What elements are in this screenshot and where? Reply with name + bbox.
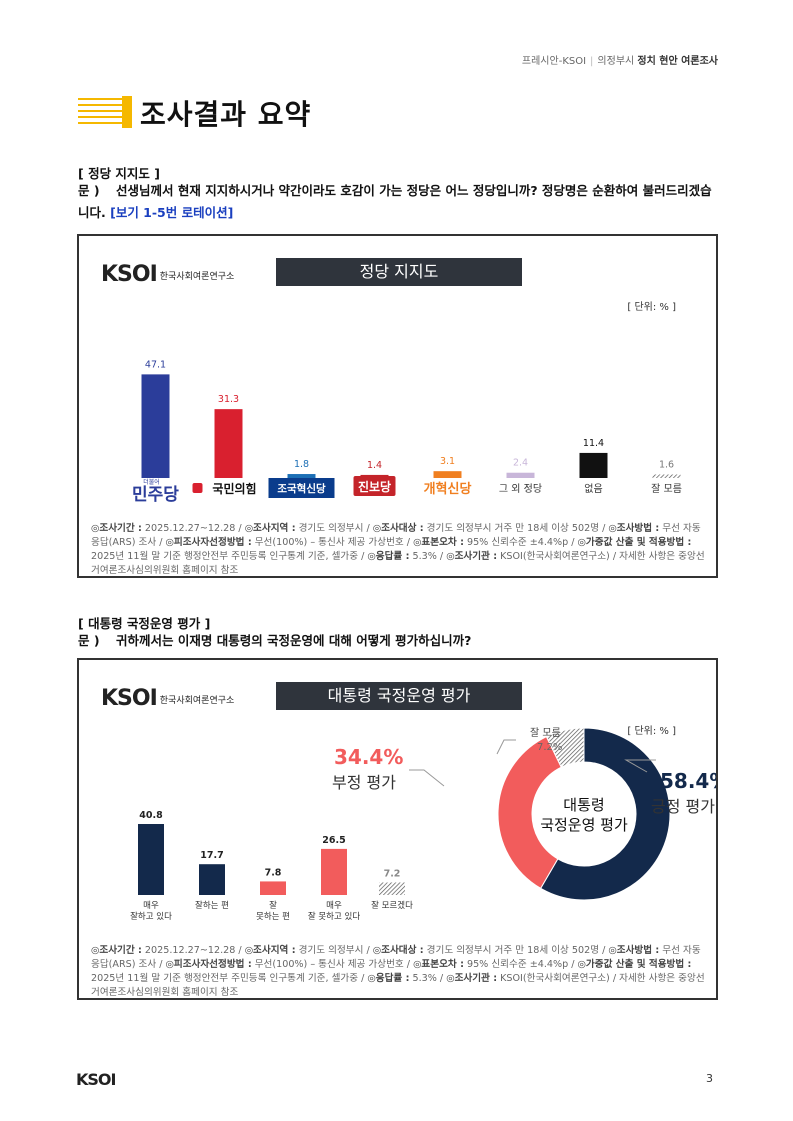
party-bar: [141, 374, 170, 478]
donut-center-label: 대통령: [563, 796, 604, 814]
approval-category-label: 잘: [269, 900, 277, 911]
q1-question: 문 ) 선생님께서 현재 지지하시거나 약간이라도 호감이 가는 정당은 어느 정…: [78, 180, 718, 224]
negative-pct: 34.4%: [334, 745, 403, 769]
presidential-approval-panel: KSOI 한국사회여론연구소 대통령 국정운영 평가 [ 단위: % ] 40.8…: [77, 658, 718, 1000]
party-value-label: 3.1: [440, 456, 455, 467]
party-bar: [214, 409, 243, 478]
approval-bar: [379, 882, 405, 895]
approval-bar: [260, 881, 286, 895]
page-number: 3: [706, 1072, 713, 1085]
party-bar: [506, 472, 535, 478]
q1-text: 선생님께서 현재 지지하시거나 약간이라도 호감이 가는 정당은 어느 정당입니…: [78, 183, 712, 220]
chart1-unit: [ 단위: % ]: [627, 302, 676, 313]
party-bar: [652, 474, 681, 478]
party-bar: [287, 474, 316, 478]
approval-bar: [321, 848, 347, 895]
dk-leader-line: [496, 739, 516, 755]
approval-value-label: 26.5: [322, 835, 345, 846]
q2-heading: [ 대통령 국정운영 평가 ]: [78, 616, 211, 631]
party-bar: [579, 452, 608, 478]
party-label: 잘 모름: [651, 483, 682, 495]
header-title: 정치 현안 여론조사: [637, 56, 718, 67]
approval-category-label: 잘 못하고 있다: [308, 911, 361, 922]
positive-leader-line: [624, 759, 656, 773]
party-value-label: 31.3: [218, 394, 239, 405]
party-label: 조국혁신당: [277, 482, 326, 495]
approval-category-label: 잘하는 편: [195, 900, 229, 911]
party-label: 없음: [584, 482, 602, 495]
page-header: 프레시안-KSOI | 의정부시 정치 현안 여론조사: [521, 56, 718, 67]
chart2-title: 대통령 국정운영 평가: [276, 682, 522, 710]
party-value-label: 2.4: [513, 458, 528, 469]
chart2-unit: [ 단위: % ]: [627, 726, 676, 737]
party-label: 국민의힘: [212, 481, 256, 496]
party-support-panel: KSOI 한국사회여론연구소 정당 지지도 [ 단위: % ] 47.1 31.3 1…: [77, 234, 718, 578]
party-bar: [433, 471, 462, 478]
ksoi-logo: KSOI 한국사회여론연구소: [101, 686, 235, 711]
approval-category-label: 잘하고 있다: [130, 911, 172, 922]
q1-note: [보기 1-5번 로테이션]: [110, 205, 234, 220]
positive-label: 긍정 평가: [651, 797, 715, 816]
approval-bar: [199, 864, 225, 895]
progressive-badge: [353, 476, 396, 496]
dk-pct: 7.2%: [537, 742, 562, 753]
party-label: 진보당: [358, 479, 391, 494]
party-value-label: 11.4: [583, 438, 604, 449]
party-label: 민주당: [132, 485, 179, 504]
party-value-label: 47.1: [145, 359, 166, 370]
approval-value-label: 7.8: [265, 867, 282, 878]
header-publisher: 프레시안-KSOI: [521, 56, 587, 67]
approval-category-label: 매우: [326, 901, 342, 911]
donut-center-label: 국정운영 평가: [540, 816, 628, 834]
footer-logo: KSOI: [76, 1070, 116, 1089]
negative-leader-line: [409, 769, 445, 787]
chart1-title: 정당 지지도: [276, 258, 522, 286]
chart1-survey-note: ◎조사기간 : 2025.12.27~12.28 / ◎조사지역 : 경기도 의…: [91, 523, 705, 576]
ksoi-org: 한국사회여론연구소: [159, 271, 235, 282]
approval-value-label: 17.7: [200, 850, 223, 861]
q2-label: 문 ): [78, 633, 100, 648]
ppp-logo-icon: [192, 483, 203, 493]
approval-bar: [138, 824, 164, 895]
party-value-label: 1.4: [367, 460, 382, 471]
ksoi-org: 한국사회여론연구소: [159, 695, 235, 706]
section-title: 조사결과 요약: [140, 98, 312, 131]
party-value-label: 1.8: [294, 459, 309, 470]
header-region: 의정부시: [597, 56, 635, 67]
rebuild-badge: [268, 478, 335, 498]
approval-value-label: 7.2: [384, 868, 401, 879]
approval-category-label: 못하는 편: [256, 911, 290, 922]
negative-label: 부정 평가: [332, 773, 396, 792]
party-sublabel: 더불어: [143, 478, 160, 486]
dk-label: 잘 모름: [530, 727, 561, 739]
ksoi-logo: KSOI 한국사회여론연구소: [101, 262, 235, 287]
approval-category-label: 잘 모르겠다: [371, 900, 413, 911]
q2-text: 귀하께서는 이재명 대통령의 국정운영에 대해 어떻게 평가하십니까?: [116, 633, 472, 648]
party-value-label: 1.6: [659, 459, 674, 470]
chart2-survey-note: ◎조사기간 : 2025.12.27~12.28 / ◎조사지역 : 경기도 의…: [91, 945, 705, 998]
q1-label: 문 ): [78, 183, 100, 198]
section-marker-icon: [78, 96, 132, 128]
q1-heading: [ 정당 지지도 ]: [78, 166, 160, 181]
q2-question: 문 ) 귀하께서는 이재명 대통령의 국정운영에 대해 어떻게 평가하십니까?: [78, 630, 718, 652]
approval-category-label: 매우: [143, 901, 159, 911]
party-label: 그 외 정당: [499, 483, 542, 495]
positive-pct: 58.4%: [660, 769, 716, 793]
party-label: 개혁신당: [424, 481, 472, 497]
approval-value-label: 40.8: [139, 810, 163, 821]
